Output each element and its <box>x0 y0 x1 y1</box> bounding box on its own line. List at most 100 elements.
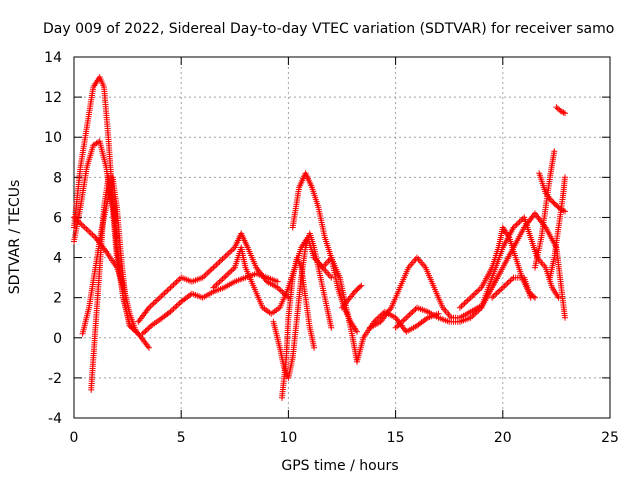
data-point <box>562 208 568 215</box>
series-pass-21 <box>547 174 568 281</box>
data-point <box>509 276 515 282</box>
series-pass-7 <box>139 270 281 337</box>
data-point <box>407 310 414 317</box>
data-point <box>159 291 166 298</box>
data-point <box>158 293 165 300</box>
series-pass-13 <box>339 282 365 311</box>
series-pass-18 <box>489 274 534 301</box>
data-point <box>211 263 218 270</box>
data-point <box>210 264 217 271</box>
data-point <box>224 251 231 258</box>
data-point <box>401 316 408 323</box>
data-point <box>152 299 159 305</box>
series-pass-16 <box>456 224 538 311</box>
data-point <box>133 328 140 335</box>
y-tick-label: 10 <box>44 130 62 146</box>
data-point <box>173 278 180 285</box>
data-point <box>128 324 135 331</box>
series-pass-9 <box>270 230 335 381</box>
data-point <box>222 253 229 260</box>
data-point <box>328 324 335 331</box>
data-point <box>153 297 160 304</box>
data-point <box>553 104 560 111</box>
x-tick-label: 20 <box>494 430 512 446</box>
x-axis-label: GPS time / hours <box>281 458 398 474</box>
data-point <box>218 257 224 264</box>
x-tick-label: 10 <box>279 430 297 446</box>
data-point <box>560 109 567 116</box>
data-point <box>496 287 503 294</box>
data-point <box>392 324 399 331</box>
x-tick-label: 25 <box>601 430 619 446</box>
data-point <box>562 174 568 181</box>
data-point <box>555 294 562 301</box>
data-point <box>208 266 215 272</box>
y-tick-label: 0 <box>53 331 62 347</box>
grid <box>74 57 610 418</box>
data-point <box>473 288 480 295</box>
data-point <box>86 228 93 235</box>
data-point <box>527 294 534 301</box>
data-point <box>202 271 209 278</box>
data-point <box>227 268 234 275</box>
data-point <box>216 278 223 285</box>
data-point <box>149 301 156 308</box>
data-point <box>530 293 537 300</box>
data-point <box>470 291 477 298</box>
data-point <box>222 273 229 280</box>
data-point <box>461 300 468 307</box>
series-pass-3 <box>71 214 140 335</box>
series-pass-19 <box>532 148 558 271</box>
data-point <box>559 108 566 115</box>
data-point <box>90 233 97 240</box>
data-series <box>71 74 568 401</box>
data-point <box>80 223 87 229</box>
data-point <box>142 328 149 335</box>
data-point <box>122 294 129 301</box>
y-tick-label: -2 <box>48 371 62 387</box>
data-point <box>161 290 168 297</box>
data-point <box>311 344 318 351</box>
y-tick-label: 12 <box>44 90 62 106</box>
data-point <box>150 300 157 307</box>
data-point <box>277 287 284 294</box>
y-tick-label: 4 <box>53 251 62 267</box>
data-point <box>513 221 520 228</box>
data-point <box>328 274 335 281</box>
data-point <box>489 294 496 301</box>
data-point <box>173 303 180 309</box>
axis-ticks: 0 5 10 15 20 25 -4 -2 0 2 4 6 8 10 12 14 <box>44 50 619 446</box>
data-point <box>499 284 506 291</box>
data-point <box>498 286 505 293</box>
data-point <box>562 314 568 321</box>
data-point <box>146 344 152 351</box>
y-tick-label: 2 <box>53 291 62 307</box>
data-point <box>515 220 522 227</box>
data-point <box>164 287 171 294</box>
data-point <box>475 287 482 294</box>
data-point <box>227 248 234 255</box>
y-axis-label: SDTVAR / TECUs <box>7 180 23 295</box>
series-pass-14 <box>366 254 485 331</box>
data-point <box>145 325 152 332</box>
data-point <box>406 311 413 318</box>
data-point <box>354 328 360 335</box>
series-pass-8 <box>210 234 335 317</box>
series-pass-1 <box>71 74 152 351</box>
data-point <box>557 108 564 115</box>
series-pass-5 <box>88 174 120 393</box>
y-tick-label: 14 <box>44 50 62 66</box>
series-pass-20 <box>536 170 568 215</box>
data-point <box>113 234 120 241</box>
data-point <box>143 326 150 333</box>
series-pass-6 <box>135 230 292 325</box>
x-tick-label: 15 <box>387 430 405 446</box>
series-pass-10 <box>279 254 318 401</box>
data-point <box>207 267 214 274</box>
data-point <box>460 301 466 308</box>
data-point <box>216 258 223 265</box>
data-point <box>551 148 558 155</box>
y-tick-label: 6 <box>53 210 62 226</box>
data-point <box>224 271 231 278</box>
